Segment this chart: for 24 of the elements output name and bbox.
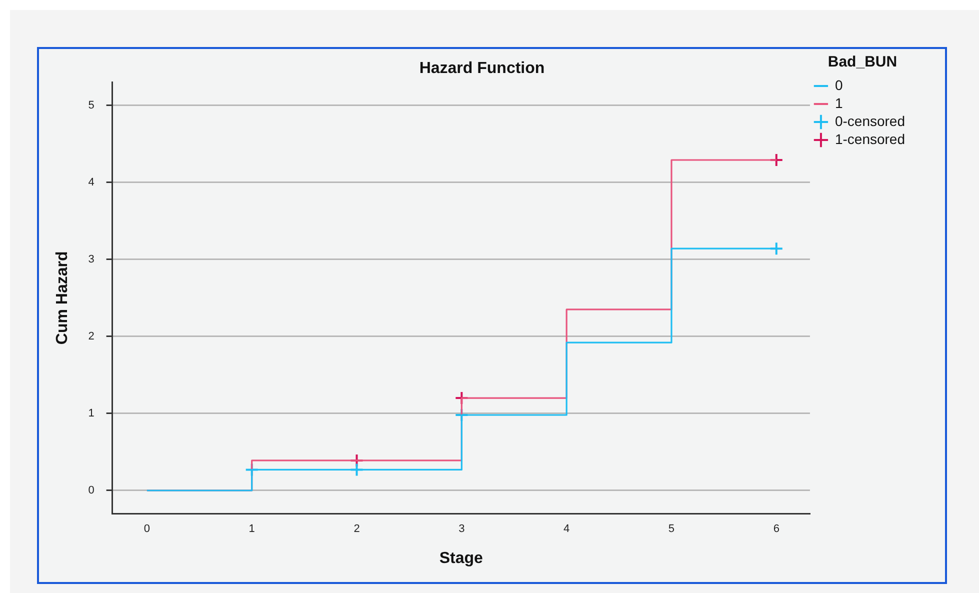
legend-title: Bad_BUN — [828, 54, 898, 71]
y-tick-label: 2 — [88, 330, 94, 342]
x-tick-label: 1 — [248, 523, 255, 536]
x-tick-label: 4 — [564, 523, 570, 536]
point — [769, 242, 784, 256]
y-tick-label: 1 — [88, 407, 94, 420]
y-tick-label: 5 — [88, 99, 94, 112]
y-tick-label: 0 — [88, 484, 94, 497]
y-axis-title: Cum Hazard — [54, 251, 72, 345]
y-tick-label: 3 — [88, 253, 94, 266]
x-axis-title: Stage — [439, 550, 484, 567]
legend-label: 1-censored — [834, 130, 906, 147]
chart-title: Hazard Function — [419, 60, 545, 78]
point — [244, 462, 259, 477]
x-tick-label: 6 — [773, 523, 780, 536]
legend-label: 0-censored — [834, 112, 906, 129]
point — [350, 462, 364, 477]
x-tick-label: 5 — [668, 523, 675, 536]
legend-label: 0 — [834, 76, 843, 93]
y-tick-label: 4 — [88, 176, 94, 188]
x-tick-label: 2 — [354, 523, 360, 536]
x-tick-label: 3 — [458, 523, 465, 536]
legend-label: 1 — [834, 94, 843, 111]
x-tick-label: 0 — [144, 523, 150, 536]
